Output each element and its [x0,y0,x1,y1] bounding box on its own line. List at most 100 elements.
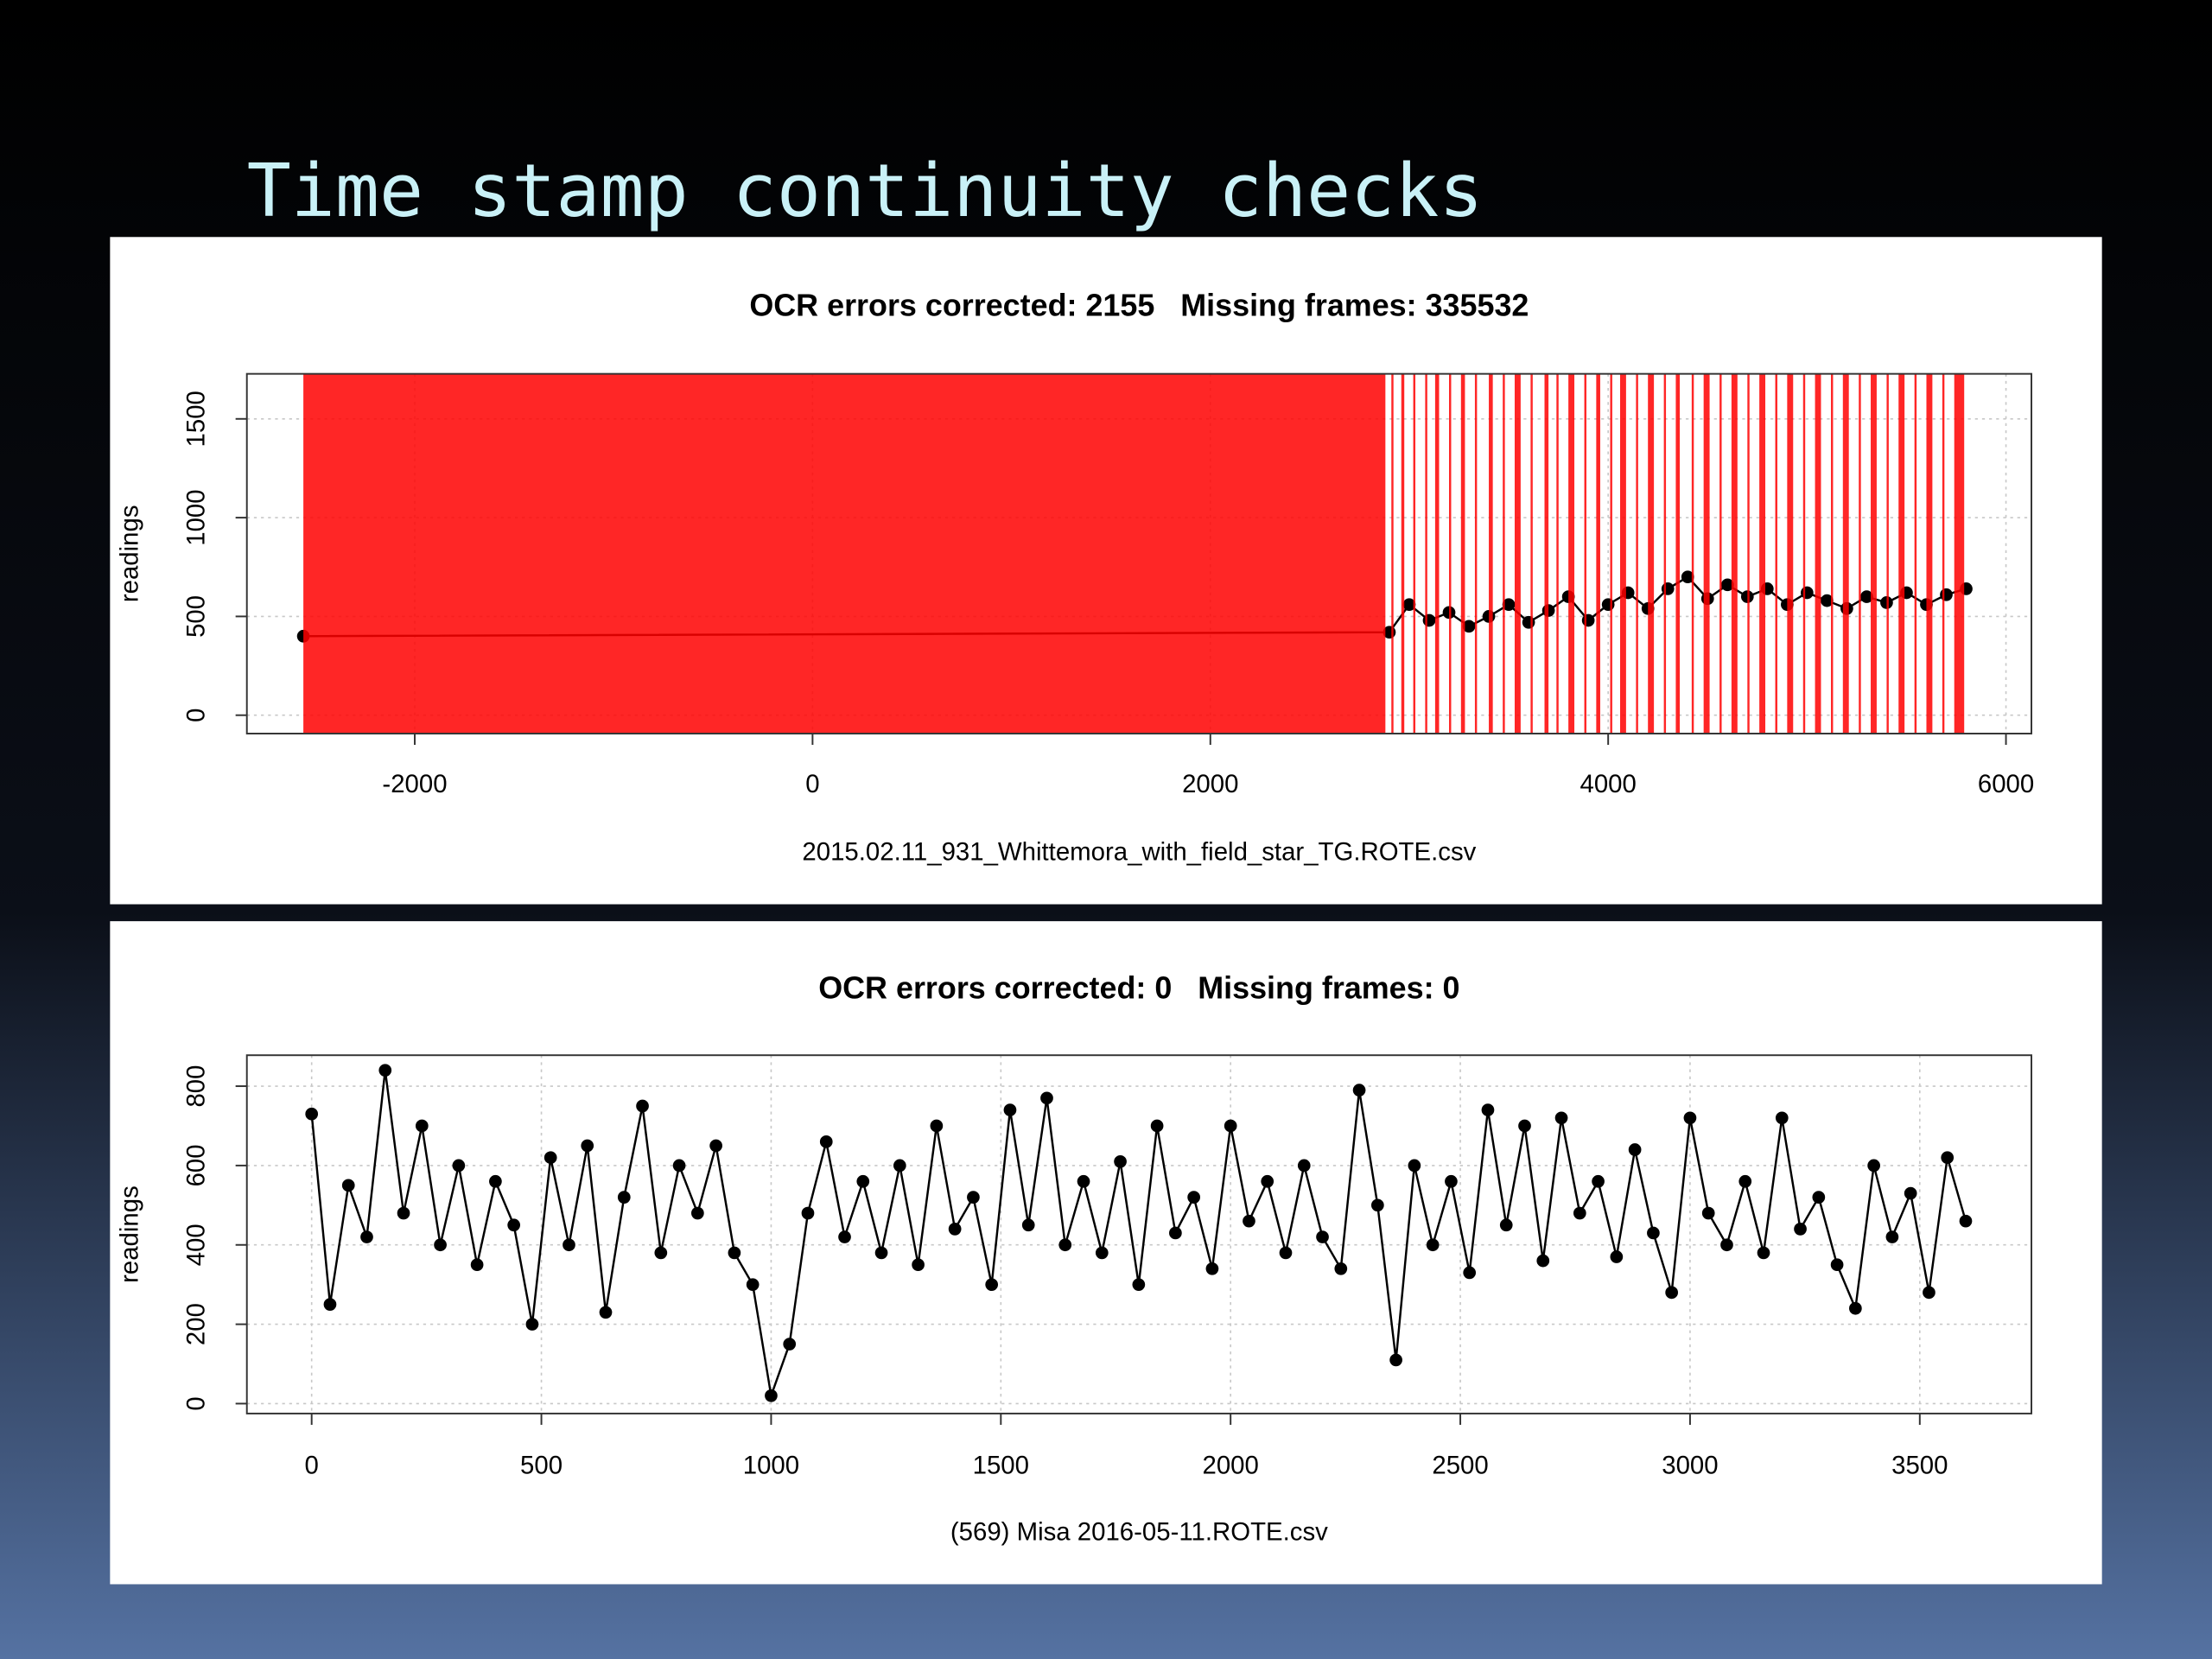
y-axis-label: readings [116,505,144,602]
missing-span [1675,373,1681,734]
y-tick-label: 400 [181,1224,210,1266]
data-point [1279,1246,1293,1260]
x-tick-label: 500 [520,1452,563,1480]
data-point [1370,1198,1384,1212]
data-point [1647,1226,1660,1240]
missing-span [1544,373,1549,734]
missing-span [1391,373,1394,734]
data-point [1821,594,1834,607]
missing-span [1842,373,1849,734]
data-point [1040,1091,1053,1105]
missing-span [1568,373,1575,734]
data-point [1224,1119,1237,1133]
data-point [1683,1111,1697,1125]
x-tick-label: 2000 [1203,1452,1259,1480]
data-point [397,1206,410,1220]
missing-span [1401,373,1405,734]
missing-span [1775,373,1777,734]
data-point [1940,588,1953,601]
missing-span [1731,373,1738,734]
missing-span [1954,373,1965,734]
plot-area [296,373,1973,734]
data-point [1610,1250,1624,1263]
data-point [305,1107,319,1121]
missing-span [1596,373,1600,734]
missing-span [1926,373,1933,734]
data-point [636,1099,649,1113]
data-point [1601,598,1615,612]
data-point [765,1389,778,1402]
data-point [1757,1246,1770,1260]
chart-title: OCR errors corrected: 2155 Missing frame… [749,287,1529,322]
y-tick-label: 500 [181,595,210,638]
data-point [1297,1159,1311,1173]
data-point [1581,613,1595,627]
data-point [1334,1262,1348,1275]
missing-span [1610,373,1612,734]
data-point [1402,598,1416,612]
data-point [1169,1226,1182,1240]
data-point [1738,1174,1752,1188]
data-point [1860,590,1873,603]
data-point [1554,1111,1568,1125]
data-point [1021,1218,1035,1232]
plot-frame [245,1054,2032,1414]
data-point [415,1119,429,1133]
data-point [1904,1186,1917,1200]
data-point [1077,1174,1090,1188]
data-point [1885,1230,1899,1243]
missing-span [1460,373,1465,734]
missing-span [1434,373,1440,734]
data-point [691,1206,704,1220]
data-point [893,1159,906,1173]
x-tick-label: 6000 [1978,770,2034,798]
data-point [1205,1262,1219,1275]
data-point [948,1223,962,1236]
x-tick-label: 3500 [1891,1452,1948,1480]
x-tick-label: 4000 [1580,770,1636,798]
missing-span [1449,373,1452,734]
data-point [323,1298,337,1311]
data-point [1095,1246,1109,1260]
data-point [1463,1266,1477,1280]
data-point [654,1246,668,1260]
x-tick-label: 2000 [1182,770,1238,798]
missing-span [1413,373,1416,734]
data-point [507,1218,521,1232]
data-point [1522,615,1535,629]
data-point [1573,1206,1586,1220]
missing-span [1759,373,1766,734]
data-point [1114,1154,1127,1168]
missing-span [1489,373,1493,734]
data-point [1518,1119,1531,1133]
data-point [563,1238,575,1252]
missing-span [1636,373,1638,734]
missing-span [1830,373,1834,734]
data-point [378,1064,392,1077]
missing-span [1859,373,1861,734]
data-point [1720,1238,1733,1252]
data-point [341,1179,355,1192]
data-point [1923,1286,1936,1300]
x-tick-label: 1000 [743,1452,799,1480]
data-point [525,1318,539,1331]
missing-span [1802,373,1806,734]
missing-span [1787,373,1794,734]
missing-span [303,373,1386,734]
data-point [1003,1103,1017,1116]
data-point [1681,570,1694,584]
missing-span [1648,373,1655,734]
data-point [543,1151,557,1165]
data-point [1665,1286,1679,1300]
data-point [819,1135,833,1148]
missing-span [1556,373,1559,734]
data-point [838,1230,851,1243]
y-tick-label: 0 [181,1396,210,1410]
missing-span [1942,373,1945,734]
data-point [874,1246,888,1260]
data-point [709,1139,722,1153]
data-point [1801,586,1814,600]
slide-title: Time stamp continuity checks [247,149,1484,234]
data-point [1352,1084,1366,1096]
